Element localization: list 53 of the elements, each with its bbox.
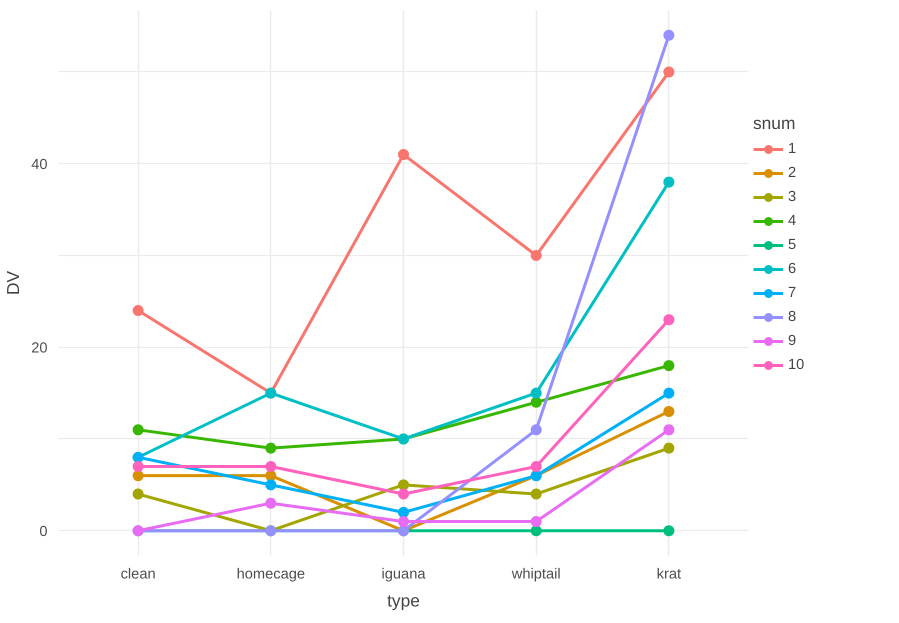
y-axis-title: DV: [3, 270, 24, 296]
legend-label: 8: [788, 308, 798, 327]
point: [398, 516, 409, 528]
point: [398, 479, 409, 490]
point: [530, 488, 542, 500]
point: [132, 470, 144, 482]
x-tick-label: clean: [120, 566, 156, 582]
legend-label: 4: [788, 212, 798, 231]
point: [398, 149, 409, 160]
y-tick-label: 40: [31, 157, 48, 174]
point: [398, 506, 409, 518]
legend-label: 6: [788, 260, 798, 279]
legend-label: 9: [788, 332, 798, 351]
x-tick-label: homecage: [236, 566, 306, 582]
point: [663, 176, 674, 188]
x-tick-label: krat: [656, 566, 682, 582]
x-tick-label: iguana: [381, 566, 426, 582]
legend-label: 7: [788, 284, 798, 303]
point: [530, 516, 542, 528]
x-axis-title: type: [387, 590, 420, 610]
point: [530, 461, 542, 472]
y-tick-label: 0: [39, 524, 48, 540]
point: [530, 424, 542, 436]
point: [265, 479, 276, 490]
point: [132, 488, 144, 500]
point: [663, 314, 674, 326]
point: [132, 424, 144, 436]
legend-label: 1: [788, 140, 798, 159]
point: [663, 360, 674, 372]
legend-label: 2: [788, 164, 798, 183]
point: [265, 498, 276, 509]
point: [132, 305, 144, 316]
point: [530, 525, 542, 536]
legend-label: 10: [788, 356, 806, 375]
point: [265, 442, 276, 454]
legend-label: 5: [788, 236, 798, 255]
point: [663, 525, 674, 536]
legend-label: 3: [788, 188, 798, 207]
point: [663, 66, 674, 78]
point: [530, 396, 542, 408]
legend-title: snum: [753, 113, 796, 134]
y-tick-label: 20: [31, 340, 48, 357]
point: [663, 442, 674, 454]
point: [663, 388, 674, 399]
point: [530, 250, 542, 261]
point: [663, 406, 674, 417]
point: [265, 461, 276, 472]
point: [398, 488, 409, 500]
point: [530, 388, 542, 399]
x-tick-label: whiptail: [510, 566, 561, 582]
point: [663, 424, 674, 436]
point: [132, 461, 144, 472]
point: [663, 30, 674, 41]
